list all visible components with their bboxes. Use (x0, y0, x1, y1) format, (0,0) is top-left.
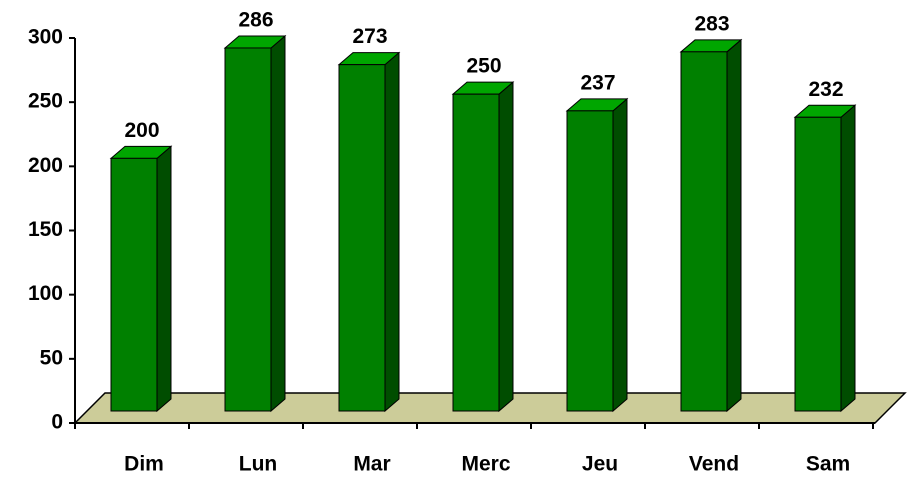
value-label: 232 (808, 78, 843, 101)
y-tick-label: 0 (51, 411, 63, 434)
bar (452, 93, 500, 412)
x-tick-label: Lun (239, 453, 277, 476)
value-label: 250 (466, 55, 501, 78)
value-label: 237 (580, 71, 615, 94)
bar (680, 51, 728, 412)
bar-side (726, 38, 742, 413)
y-tick-label: 50 (40, 346, 63, 369)
value-label: 273 (352, 25, 387, 48)
bar (566, 110, 614, 412)
bar-side (498, 81, 514, 413)
y-tick-label: 300 (28, 26, 63, 49)
x-tick-label: Mar (353, 453, 390, 476)
x-tick-label: Dim (124, 453, 164, 476)
bar (338, 64, 386, 412)
value-label: 286 (238, 9, 273, 32)
bar (110, 157, 158, 412)
value-label: 283 (694, 12, 729, 35)
y-tick-label: 100 (28, 282, 63, 305)
bar-side (156, 145, 172, 413)
y-tick-label: 150 (28, 218, 63, 241)
value-label: 200 (124, 119, 159, 142)
x-tick-label: Jeu (582, 453, 618, 476)
bar-side (384, 51, 400, 413)
y-tick-label: 250 (28, 90, 63, 113)
bar-side (840, 104, 856, 413)
x-tick-label: Sam (806, 453, 850, 476)
bar-side (270, 34, 286, 413)
y-tick-label: 200 (28, 154, 63, 177)
x-tick-label: Merc (461, 453, 510, 476)
x-tick-label: Vend (689, 453, 739, 476)
bar (224, 47, 272, 412)
bar (794, 116, 842, 412)
bar-side (612, 97, 628, 413)
